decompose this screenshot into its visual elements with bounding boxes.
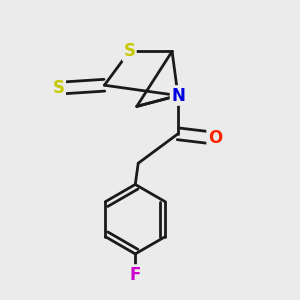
Text: S: S xyxy=(53,79,65,97)
Text: O: O xyxy=(208,129,222,147)
Text: F: F xyxy=(130,266,141,284)
Text: S: S xyxy=(123,42,135,60)
Text: N: N xyxy=(171,86,185,104)
